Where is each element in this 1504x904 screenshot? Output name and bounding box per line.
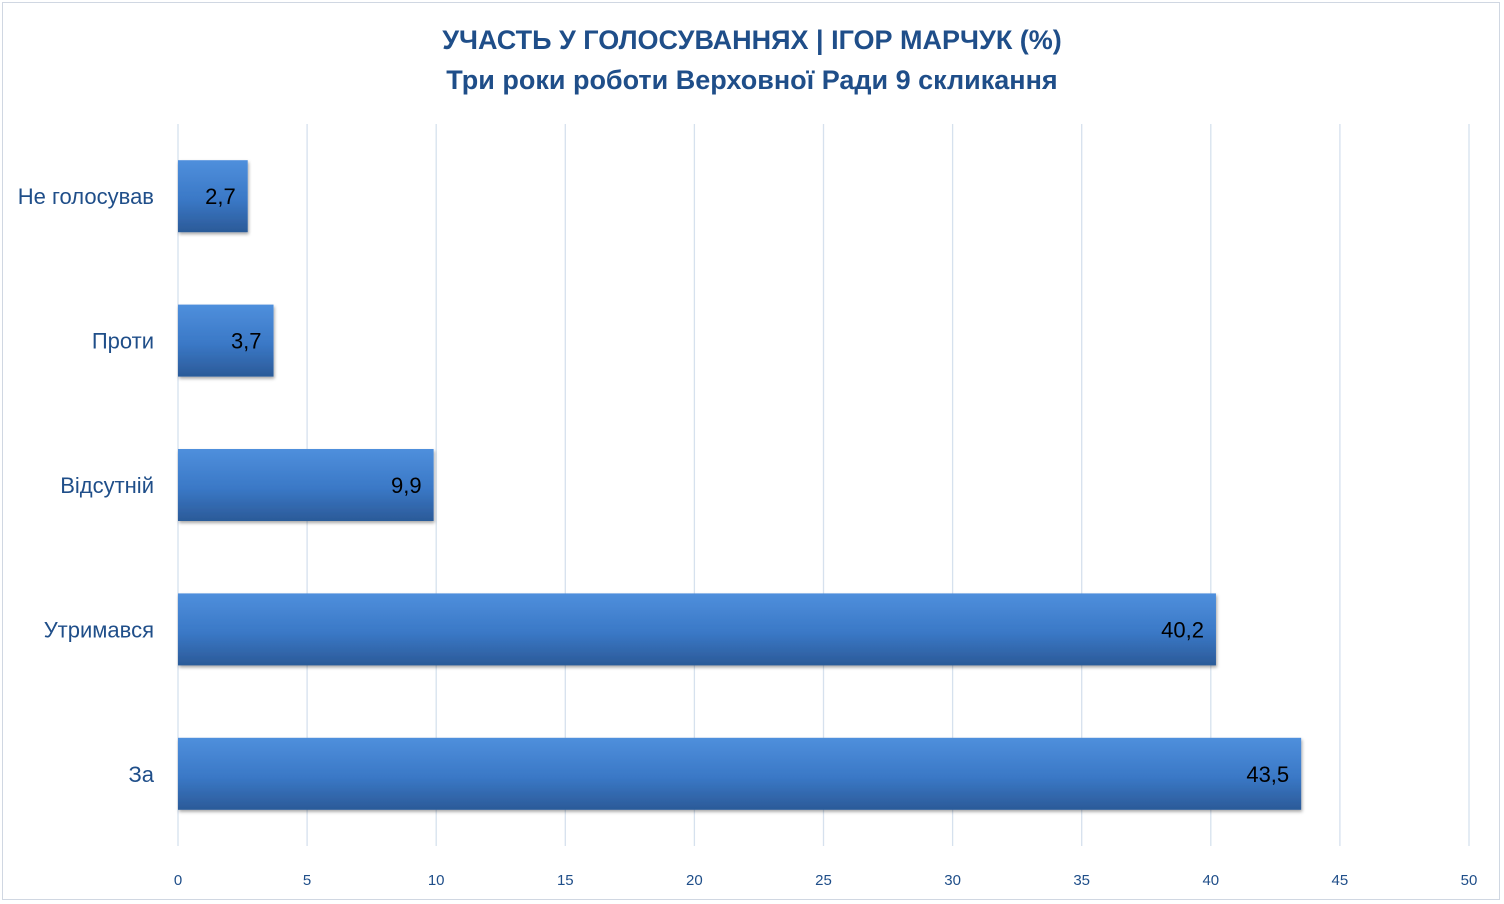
x-tick-label: 5: [303, 872, 311, 889]
x-tick-label: 45: [1332, 872, 1349, 889]
labels: 0 5 10 15 20 25 30 35 40 45 50 Не голосував 2,7 Проти…: [18, 184, 1478, 889]
bar: [178, 593, 1216, 666]
x-tick-label: 25: [815, 872, 832, 889]
data-label: 43,5: [1246, 762, 1289, 787]
x-tick-label: 30: [944, 872, 961, 889]
data-label: 9,9: [391, 473, 422, 498]
chart-title: УЧАСТЬ У ГОЛОСУВАННЯХ | ІГОР МАРЧУК (%): [442, 25, 1062, 55]
bar: [178, 304, 274, 377]
x-tick-label: 10: [428, 872, 445, 889]
category-label: За: [128, 762, 154, 787]
x-tick-label: 40: [1202, 872, 1219, 889]
x-tick-label: 15: [557, 872, 574, 889]
bars: [178, 160, 1302, 810]
category-label: Утримався: [44, 617, 154, 642]
x-tick-label: 0: [174, 872, 182, 889]
chart-subtitle: Три роки роботи Верховної Ради 9 скликан…: [446, 65, 1058, 95]
data-label: 3,7: [231, 329, 262, 354]
x-tick-label: 50: [1461, 872, 1478, 889]
bar: [178, 737, 1302, 810]
bar: [178, 449, 434, 521]
category-label: Відсутній: [60, 473, 154, 498]
data-label: 40,2: [1161, 617, 1204, 642]
category-label: Проти: [92, 329, 154, 354]
bar: [178, 160, 248, 233]
gridlines: [177, 124, 1470, 846]
x-tick-label: 20: [686, 872, 703, 889]
x-tick-label: 35: [1073, 872, 1090, 889]
category-label: Не голосував: [18, 184, 154, 209]
data-label: 2,7: [205, 184, 236, 209]
